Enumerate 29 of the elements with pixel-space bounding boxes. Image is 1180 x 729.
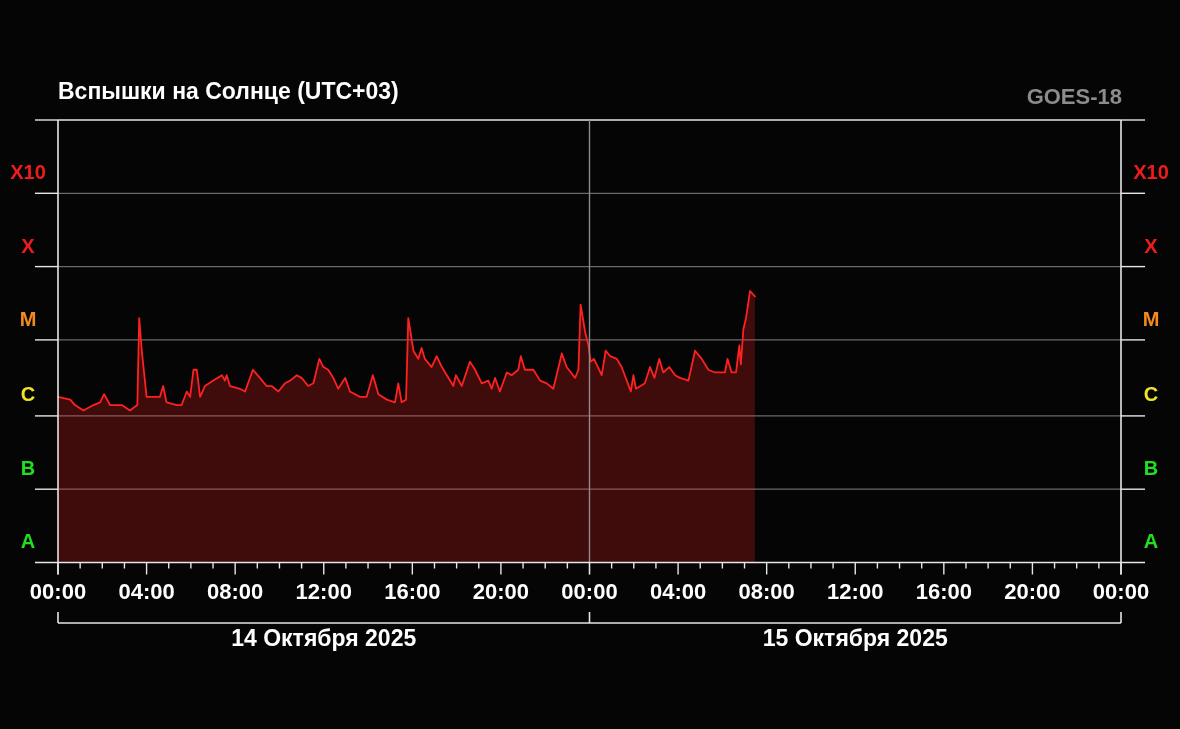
text: B bbox=[1143, 457, 1159, 480]
text: C bbox=[20, 383, 36, 406]
text: A bbox=[1143, 530, 1159, 553]
text: X bbox=[1144, 234, 1159, 257]
text: C bbox=[1143, 383, 1159, 406]
x-tick-label: 00:00 bbox=[29, 579, 87, 604]
x-tick-label: 04:00 bbox=[649, 579, 707, 604]
chart-subtitle: GOES-18 bbox=[1026, 84, 1122, 109]
text: X bbox=[21, 234, 35, 257]
x-tick-label: 12:00 bbox=[295, 579, 352, 604]
text: B bbox=[20, 457, 36, 480]
x-tick-label: 20:00 bbox=[1004, 579, 1061, 604]
x-tick-label: 20:00 bbox=[472, 579, 530, 604]
x-tick-label: 08:00 bbox=[738, 579, 795, 604]
x-tick-label: 08:00 bbox=[207, 579, 264, 604]
x2-tick-label: 14 Октября 2025 bbox=[231, 625, 417, 651]
chart-title: Вспышки на Солнце (UTC+03) bbox=[58, 78, 399, 104]
text: M bbox=[19, 307, 37, 330]
text: X10 bbox=[10, 161, 46, 184]
x-tick-label: 04:00 bbox=[118, 579, 175, 604]
x-tick-label: 16:00 bbox=[915, 579, 972, 604]
x-tick-label: 00:00 bbox=[1092, 579, 1150, 604]
x2-tick-label: 15 Октября 2025 bbox=[762, 625, 948, 651]
x-tick-label: 16:00 bbox=[384, 579, 441, 604]
x-tick-label: 00:00 bbox=[561, 579, 618, 604]
text: M bbox=[1142, 307, 1160, 330]
text: X10 bbox=[1133, 161, 1169, 184]
text: A bbox=[20, 530, 36, 553]
x-tick-label: 12:00 bbox=[827, 579, 884, 604]
